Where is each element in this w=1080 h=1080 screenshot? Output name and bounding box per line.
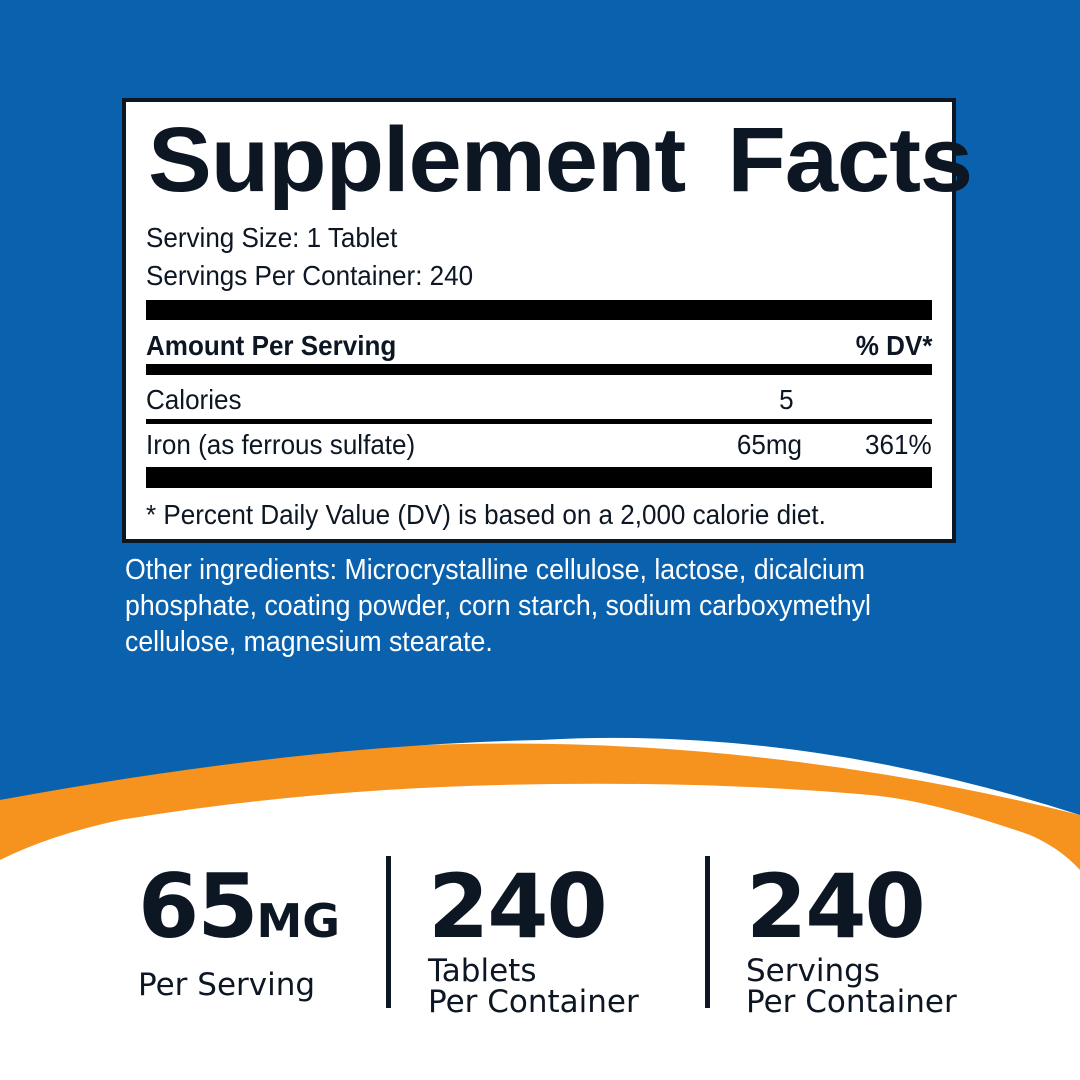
stat-value: 240	[746, 855, 926, 958]
stat-label-line2: Per Container	[428, 984, 639, 1020]
row-calories-name: Calories	[146, 384, 242, 415]
stat-label-line2: Per Container	[746, 984, 957, 1020]
other-ingredients-text: Other ingredients: Microcrystalline cell…	[125, 554, 871, 658]
stat-label-line1: Per Serving	[138, 967, 316, 1003]
thin-divider-bar	[146, 419, 932, 424]
stat-per-serving: 65MG Per Serving	[138, 862, 340, 1001]
stat-label-line1: Tablets	[428, 953, 537, 989]
thick-divider-bar	[146, 300, 932, 320]
row-iron-name: Iron (as ferrous sulfate)	[146, 429, 416, 460]
stat-unit: MG	[256, 894, 341, 948]
row-iron-dv: 361%	[865, 429, 932, 460]
amount-per-serving-header: Amount Per Serving	[146, 330, 397, 361]
stat-tablets-per-container: 240 Tablets Per Container	[428, 862, 639, 1018]
stat-label-line1: Servings	[746, 953, 880, 989]
stat-servings-per-container: 240 Servings Per Container	[746, 862, 957, 1018]
medium-divider-bar	[146, 364, 932, 375]
servings-per-container: Servings Per Container: 240	[146, 260, 474, 291]
supplement-facts-label: Supplement Facts Serving Size: 1 Tablet …	[122, 98, 973, 543]
row-calories-amount: 5	[779, 384, 794, 415]
stat-divider	[705, 856, 710, 1008]
row-iron-amount: 65mg	[736, 429, 802, 460]
stat-value: 65MG	[138, 855, 341, 958]
label-title: Supplement Facts	[148, 109, 973, 211]
stat-divider	[386, 856, 391, 1008]
stat-value: 240	[428, 855, 608, 958]
dv-footnote: * Percent Daily Value (DV) is based on a…	[146, 499, 826, 530]
serving-size: Serving Size: 1 Tablet	[146, 222, 398, 253]
dv-header: % DV*	[855, 330, 932, 361]
bottom-divider-bar	[146, 467, 932, 488]
